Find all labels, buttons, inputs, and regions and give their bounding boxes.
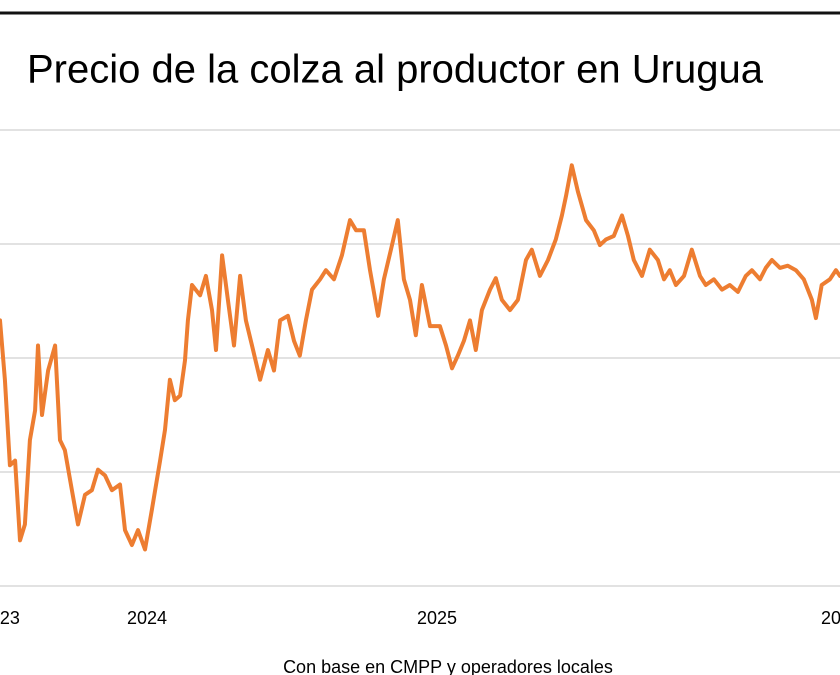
x-tick-label: 2024 (127, 608, 167, 628)
chart-title: Precio de la colza al productor en Urugu… (27, 48, 764, 92)
chart-subtitle: Con base en CMPP y operadores locales (283, 657, 613, 675)
price-line (0, 163, 840, 552)
x-tick-label: 23 (0, 608, 20, 628)
x-tick-label: 20 (821, 608, 840, 628)
x-tick-label: 2025 (417, 608, 457, 628)
